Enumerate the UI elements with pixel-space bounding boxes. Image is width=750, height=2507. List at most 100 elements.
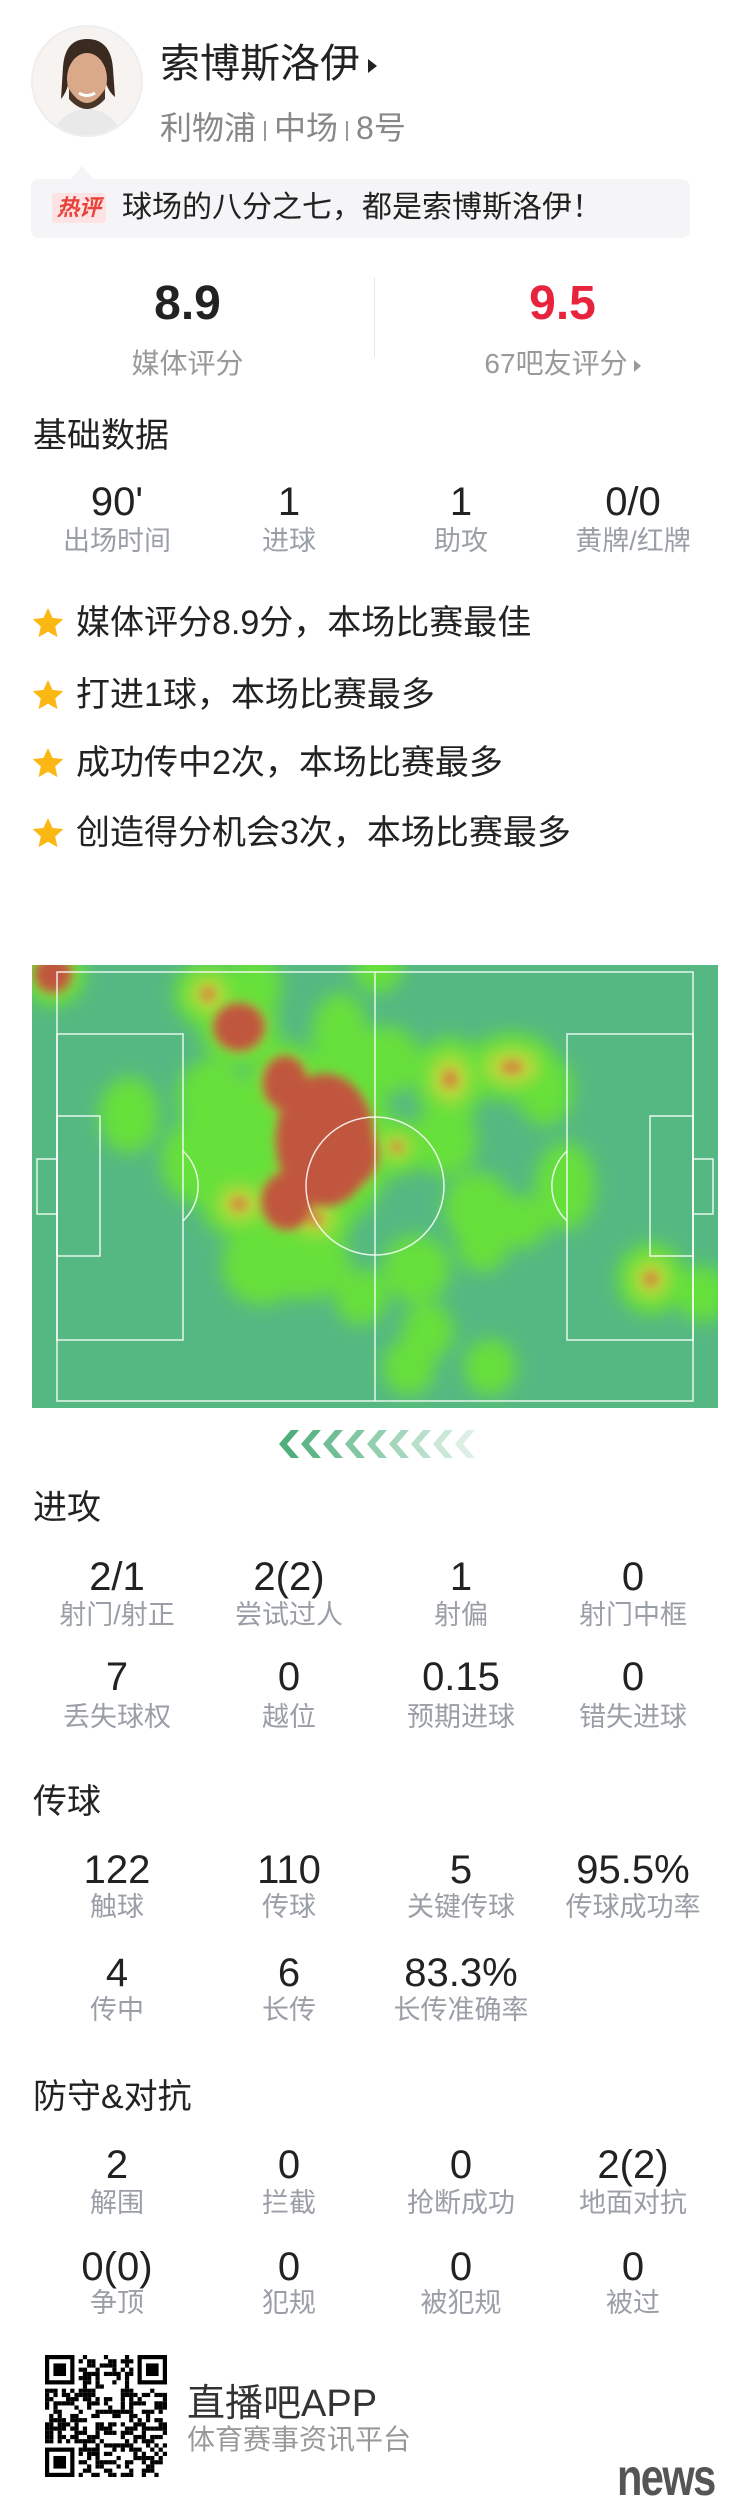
chevron-left-icon — [433, 1430, 453, 1458]
heat-blob — [310, 1118, 378, 1190]
section-title-defense: 防守&对抗 — [33, 2078, 192, 2116]
stat-value: 5 — [449, 1848, 473, 1892]
stat-label: 越位 — [262, 1702, 316, 1732]
media-rating-label: 媒体评分 — [131, 348, 244, 379]
stat-label: 尝试过人 — [235, 1600, 343, 1630]
left-goal — [36, 1158, 58, 1215]
stat-label: 拦截 — [262, 2188, 316, 2218]
chevron-left-icon — [367, 1430, 387, 1458]
heat-blob — [535, 1142, 595, 1230]
stat-value: 1 — [449, 480, 473, 524]
stat-value: 0/0 — [605, 480, 661, 524]
stat-value: 1 — [277, 480, 301, 524]
chevron-left-icon — [301, 1430, 321, 1458]
stat-value: 0 — [277, 1655, 301, 1699]
stat-value: 0 — [621, 2245, 645, 2289]
heat-blob — [262, 1055, 308, 1111]
heat-blob — [413, 1104, 477, 1176]
team-name: 利物浦 — [160, 110, 257, 146]
heat-blob — [457, 1216, 509, 1272]
highlight-text: 打进1球，本场比赛最多 — [76, 676, 435, 714]
stat-label: 预期进球 — [407, 1702, 515, 1732]
heat-blob — [308, 1212, 324, 1226]
stat-value: 0 — [621, 1555, 645, 1599]
hot-comment[interactable]: 热评 球场的八分之七，都是索博斯洛伊！ — [31, 179, 690, 238]
highlight-text: 成功传中2次，本场比赛最多 — [76, 744, 503, 782]
stat-value: 90' — [90, 480, 144, 524]
player-name-link[interactable]: 索博斯洛伊 — [160, 40, 377, 88]
media-rating-value: 8.9 — [154, 277, 221, 330]
app-slogan: 体育赛事资讯平台 — [187, 2424, 412, 2455]
separator — [346, 120, 349, 141]
right-six-yard-box — [649, 1115, 694, 1257]
section-title-basic: 基础数据 — [33, 417, 169, 455]
star-icon — [32, 608, 64, 638]
center-circle — [305, 1116, 445, 1256]
stat-label: 解围 — [90, 2188, 144, 2218]
stat-label: 触球 — [90, 1892, 144, 1922]
stat-value: 2(2) — [253, 1555, 325, 1599]
stat-label: 射门中框 — [579, 1600, 687, 1630]
heat-blob — [496, 1196, 548, 1248]
heat-blob — [261, 1172, 313, 1230]
stat-label: 助攻 — [434, 526, 488, 556]
stat-value: 2/1 — [89, 1555, 145, 1599]
player-avatar[interactable] — [31, 25, 143, 137]
star-icon — [32, 680, 64, 710]
heat-blob — [230, 1196, 248, 1212]
heat-blob — [99, 1077, 159, 1153]
hot-comment-badge: 热评 — [52, 193, 107, 223]
stat-label: 长传准确率 — [393, 1995, 529, 2025]
stat-label: 被过 — [606, 2288, 660, 2318]
star-icon — [32, 818, 64, 848]
stat-label: 射偏 — [434, 1600, 488, 1630]
stat-value: 83.3% — [404, 1951, 518, 1995]
highlight-text: 媒体评分8.9分，本场比赛最佳 — [76, 604, 532, 642]
section-title-passing: 传球 — [33, 1783, 101, 1821]
heat-blob — [442, 1069, 458, 1089]
stat-value: 0 — [449, 2245, 473, 2289]
separator — [264, 120, 267, 141]
chevron-left-icon — [389, 1430, 409, 1458]
shirt-number: 8号 — [356, 110, 406, 146]
player-info: 利物浦 中场 8号 — [160, 108, 406, 148]
fan-rating-value: 9.5 — [529, 277, 596, 330]
chevron-left-icon — [345, 1430, 365, 1458]
highlight-item: 成功传中2次，本场比赛最多 — [30, 743, 503, 783]
stat-label: 出场时间 — [63, 526, 171, 556]
fan-rating-link[interactable]: 67吧友评分 — [375, 347, 750, 381]
direction-chevrons-icon — [279, 1430, 475, 1458]
rating-divider — [374, 277, 375, 357]
player-photo-icon — [33, 27, 141, 135]
stat-value: 0.15 — [422, 1655, 500, 1699]
stat-label: 被犯规 — [420, 2288, 502, 2318]
heat-blob — [213, 1003, 265, 1051]
stat-value: 0 — [621, 1655, 645, 1699]
bubble-pointer — [70, 166, 94, 180]
stat-value: 2 — [105, 2143, 129, 2187]
stat-value: 0 — [449, 2143, 473, 2187]
heat-blob — [335, 1269, 387, 1325]
stat-label: 传中 — [90, 1995, 144, 2025]
fan-rating-label: 67吧友评分 — [484, 348, 628, 379]
heat-blob — [182, 1075, 282, 1215]
left-penalty-arc — [182, 1150, 199, 1222]
highlight-item: 媒体评分8.9分，本场比赛最佳 — [30, 603, 531, 643]
heat-blob — [354, 965, 402, 993]
chevron-left-icon — [279, 1430, 299, 1458]
chevron-left-icon — [455, 1430, 475, 1458]
right-penalty-arc — [551, 1150, 568, 1222]
heat-blob — [677, 1266, 718, 1322]
news-watermark: news — [617, 2449, 716, 2507]
stat-value: 0 — [277, 2245, 301, 2289]
stat-label: 抢断成功 — [407, 2188, 515, 2218]
position: 中场 — [274, 110, 339, 146]
stat-label: 长传 — [262, 1995, 316, 2025]
hot-comment-text: 球场的八分之七，都是索博斯洛伊！ — [122, 191, 602, 224]
heat-blob — [222, 1225, 302, 1305]
left-six-yard-box — [56, 1115, 101, 1257]
stat-value: 4 — [105, 1951, 129, 1995]
stat-label: 关键传球 — [407, 1892, 515, 1922]
heat-blob — [464, 1339, 516, 1395]
heatmap — [32, 965, 718, 1408]
